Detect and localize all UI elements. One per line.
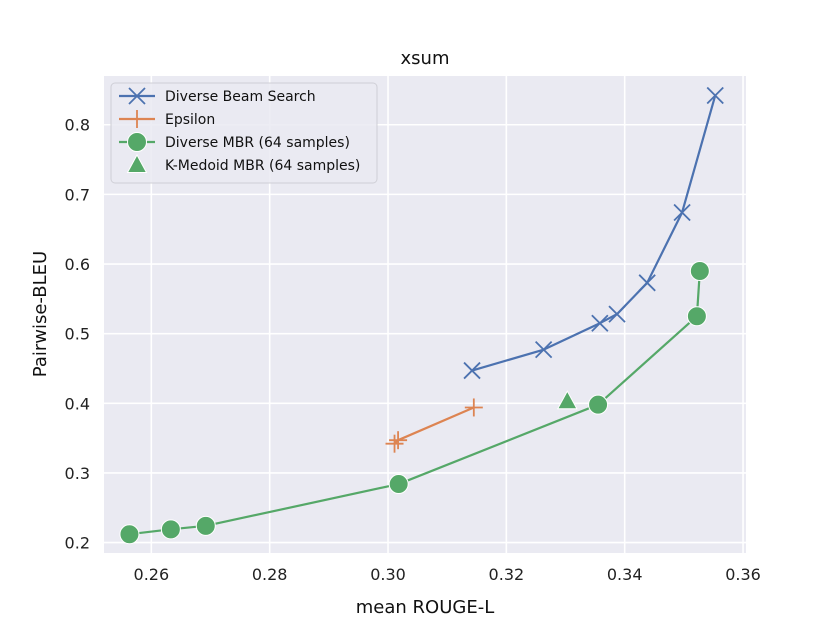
legend-handle: [119, 110, 155, 128]
legend-handle: [119, 132, 155, 152]
series-2: [119, 260, 710, 545]
y-tick-label: 0.4: [65, 394, 90, 413]
grid: [104, 76, 746, 553]
data-point: [556, 390, 578, 410]
x-axis-title: mean ROUGE-L: [356, 597, 494, 618]
data-point: [160, 519, 181, 540]
y-tick-label: 0.8: [65, 116, 90, 135]
x-tick-label: 0.34: [607, 565, 643, 584]
data-point: [464, 398, 483, 417]
data-point: [638, 274, 656, 292]
data-point: [385, 434, 404, 453]
series-1: [385, 398, 483, 453]
data-point: [608, 305, 626, 323]
x-tick-label: 0.30: [370, 565, 406, 584]
data-point: [195, 515, 216, 536]
data-point: [591, 314, 609, 332]
legend-label: Epsilon: [165, 112, 215, 128]
chart-title: xsum: [401, 48, 450, 69]
data-point: [706, 86, 724, 105]
legend-handle: [126, 153, 148, 173]
data-point: [535, 341, 553, 359]
data-point: [119, 524, 140, 545]
data-point: [388, 474, 409, 495]
legend-marker: [128, 87, 146, 105]
legend-label: Diverse MBR (64 samples): [165, 135, 350, 151]
y-tick-label: 0.7: [65, 185, 90, 204]
legend-label: K-Medoid MBR (64 samples): [165, 158, 360, 174]
legend-label: Diverse Beam Search: [165, 89, 316, 105]
legend-marker: [128, 110, 146, 128]
legend-marker: [126, 153, 148, 173]
x-tick-label: 0.32: [489, 565, 525, 584]
y-tick-label: 0.6: [65, 255, 90, 274]
data-point: [689, 260, 710, 281]
legend: Diverse Beam Search Epsilon Diverse MBR (6…: [110, 82, 378, 184]
data-point: [389, 431, 408, 450]
legend-box: [110, 82, 378, 184]
x-tick-label: 0.36: [725, 565, 761, 584]
data-point: [686, 306, 707, 327]
series-0: [463, 86, 724, 380]
data-point: [463, 361, 481, 380]
data-point: [588, 394, 609, 415]
tick-layer: 0.26 0.28 0.30 0.32 0.34 0.36 0.2 0.3 0.4 0.5 0.6 0…: [65, 116, 761, 584]
series-3: [556, 390, 578, 410]
y-tick-label: 0.2: [65, 534, 90, 553]
y-tick-label: 0.3: [65, 464, 90, 483]
y-axis-title: Pairwise-BLEU: [30, 251, 51, 377]
x-tick-label: 0.26: [134, 565, 170, 584]
series-layer: [119, 86, 724, 545]
data-point: [673, 203, 691, 222]
legend-handle: [119, 87, 155, 105]
x-tick-label: 0.28: [252, 565, 288, 584]
y-tick-label: 0.5: [65, 325, 90, 344]
legend-marker: [127, 132, 147, 152]
